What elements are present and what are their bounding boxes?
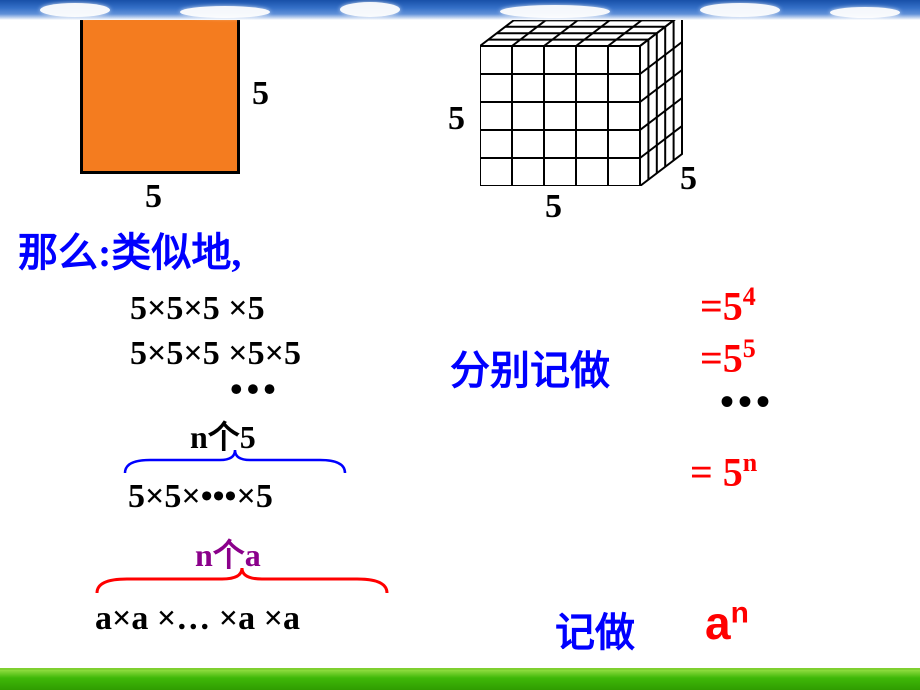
r3-eq: = 5 xyxy=(690,449,743,494)
r2-sup: 5 xyxy=(743,334,756,363)
r2-eq: =5 xyxy=(700,335,743,380)
square-shape xyxy=(80,14,240,174)
mid-label: 分别记做 xyxy=(450,338,610,396)
intro-text: 那么:类似地, xyxy=(18,220,241,278)
cube-right-label: 5 xyxy=(680,160,697,198)
result-1: =54 xyxy=(700,282,756,329)
an-sup: n xyxy=(731,597,749,630)
r1-sup: 4 xyxy=(743,282,756,311)
vertical-dots-2: ••• xyxy=(720,378,774,425)
bottom-label: 记做 xyxy=(555,600,635,658)
square-bottom-label: 5 xyxy=(145,178,162,216)
square-side-label: 5 xyxy=(252,75,269,113)
cube-bottom-label: 5 xyxy=(545,188,562,226)
result-3: = 5n xyxy=(690,448,757,495)
an-notation: an xyxy=(705,596,749,650)
cube-left-label: 5 xyxy=(448,100,465,138)
expr-4: a×a ×… ×a ×a xyxy=(95,600,300,638)
brace-1 xyxy=(120,448,350,476)
expr-3: 5×5×•••×5 xyxy=(128,478,273,516)
clouds xyxy=(0,0,920,22)
expr-1: 5×5×5 ×5 xyxy=(130,290,265,328)
grass-band xyxy=(0,668,920,690)
r1-eq: =5 xyxy=(700,283,743,328)
vertical-dots-1: ••• xyxy=(230,368,280,410)
brace-2 xyxy=(92,566,392,596)
result-2: =55 xyxy=(700,334,756,381)
an-base: a xyxy=(705,597,731,649)
cube-shape xyxy=(480,14,690,186)
r3-sup: n xyxy=(743,448,757,477)
